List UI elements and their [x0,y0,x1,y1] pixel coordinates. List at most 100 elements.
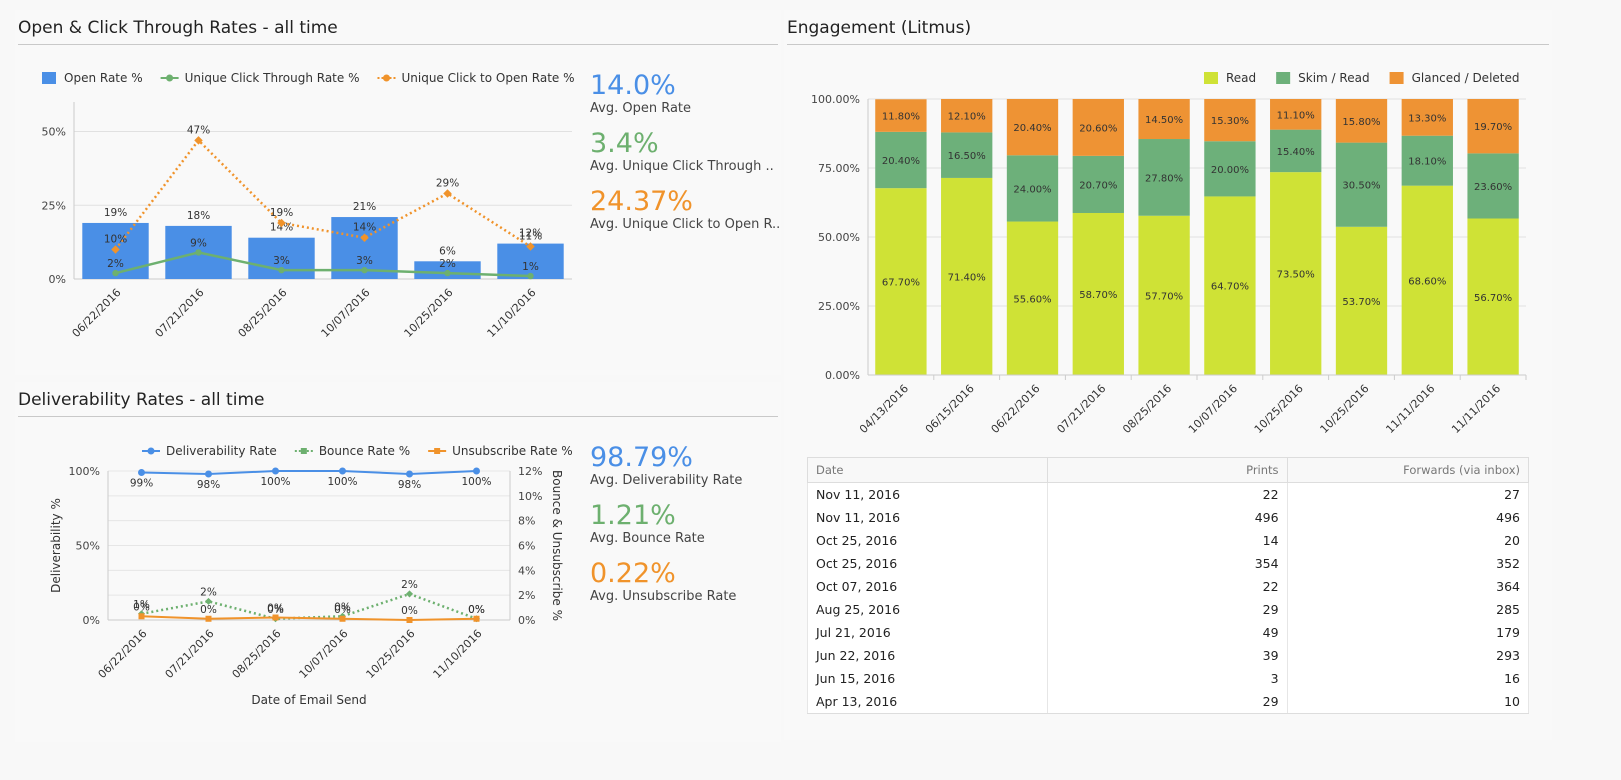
table-cell: 285 [1286,598,1530,621]
data-point [361,266,368,274]
data-label: 14.50% [1145,115,1183,126]
table-cell: 179 [1286,621,1530,644]
table-cell: Oct 07, 2016 [807,575,1048,598]
data-label: 0% [267,603,284,615]
deliverability-chart: 0% 2% 4% 6% 8% 10% 12% 0% 50% 100% 99% 98% 100% 100% 9… [49,444,573,707]
table-cell: 27 [1286,482,1530,506]
y-tick-label: 25% [42,199,66,212]
stacked-bar-segment [875,188,927,375]
data-label: 67.70% [882,278,920,289]
data-point [360,233,369,242]
x-tick-label: 07/21/2016 [153,286,207,340]
stacked-bar-segment [1006,155,1059,222]
data-point [278,266,285,274]
divider [18,44,778,45]
y2-tick-label: 2% [518,589,535,602]
data-label: 27.80% [1145,173,1183,184]
y2-tick-label: 4% [518,564,535,577]
stacked-bar-segment [875,131,927,189]
column-header[interactable]: Forwards (via inbox) [1286,457,1530,483]
table-cell: 29 [1046,690,1288,714]
data-label: 11.80% [882,112,920,123]
data-label: 0% [267,604,284,616]
table-cell: 20 [1286,529,1530,552]
stacked-bar-segment [1270,172,1322,375]
kpi-value: 3.4% [590,128,659,159]
series-line [114,138,532,251]
y-tick-label: 100% [69,465,100,478]
stacked-bar-segment [1401,185,1453,375]
y-tick-label: 50% [76,540,100,553]
data-label: 3% [356,255,373,267]
y-tick-label: 100.00% [811,93,860,106]
x-tick-label: 06/22/2016 [70,286,124,340]
data-point [405,590,414,598]
stacked-bar-segment [1204,141,1256,197]
data-label: 73.50% [1277,270,1315,281]
stacked-bar-segment [1138,139,1190,216]
data-label: 18.10% [1408,157,1446,168]
x-axis-label: Date of Email Send [251,693,366,707]
kpi-value: 98.79% [590,442,693,473]
table-cell: 39 [1046,644,1288,667]
y-tick-label: 0% [49,273,66,286]
data-point [443,189,452,198]
stacked-bar-segment [1401,99,1453,136]
panel-title: Deliverability Rates - all time [18,390,265,410]
data-point [194,136,203,145]
stacked-bar-segment [1006,99,1059,156]
data-label: 0% [468,604,485,616]
data-label: 71.40% [948,272,986,283]
data-label: 11.10% [1277,110,1315,121]
stacked-bar-segment [1467,99,1519,154]
y-tick-label: 75.00% [818,162,860,175]
kpi-label: Avg. Open Rate [590,101,692,116]
y2-tick-label: 10% [518,490,542,503]
x-tick-label: 11/10/2016 [431,627,485,681]
x-tick-label: 11/11/2016 [1449,382,1503,436]
legend-marker [147,447,155,455]
data-label: 2% [401,579,418,591]
stacked-bar-segment [1138,99,1190,140]
x-tick-label: 04/13/2016 [857,382,911,436]
legend-marker [382,74,390,82]
data-label: 15.30% [1211,116,1249,127]
stacked-bar-segment [1204,196,1256,375]
table-cell: 16 [1286,667,1530,690]
table-row: Oct 25, 2016 14 20 [807,529,1530,552]
data-label: 9% [190,237,207,249]
data-label: 24.00% [1013,184,1051,195]
stacked-bar-segment [1072,212,1124,375]
x-tick-label: 10/07/2016 [297,627,351,681]
table-cell: 3 [1046,667,1288,690]
series-line [115,251,531,278]
stacked-bar-segment [941,99,993,133]
stacked-bar-segment [1072,99,1124,156]
kpi-value: 0.22% [590,558,676,589]
series-line [141,592,477,621]
data-point [406,617,413,623]
data-label: 20.40% [882,156,920,167]
column-header[interactable]: Prints [1046,457,1288,483]
data-point [138,468,145,476]
table-row: Oct 25, 2016 354 352 [807,552,1530,575]
legend-label: Glanced / Deleted [1412,71,1520,85]
legend-marker [1389,72,1404,84]
deliverability-panel: Deliverability Rates - all time [15,382,781,742]
data-label: 19% [270,207,293,219]
y2-tick-label: 8% [518,515,535,528]
data-point [204,597,213,605]
x-tick-label: 10/25/2016 [1318,382,1372,436]
table-cell: Oct 25, 2016 [807,529,1048,552]
data-label: 30.50% [1342,181,1380,192]
legend-label: Deliverability Rate [166,444,277,458]
legend-label: Read [1226,71,1256,85]
legend-marker [300,448,307,454]
column-header[interactable]: Date [807,457,1048,483]
x-tick-label: 06/15/2016 [923,382,977,436]
x-tick-label: 10/07/2016 [1186,382,1240,436]
data-label: 20.40% [1013,123,1051,134]
data-point [473,615,480,622]
data-point [277,218,286,228]
table-cell: Apr 13, 2016 [807,690,1048,714]
